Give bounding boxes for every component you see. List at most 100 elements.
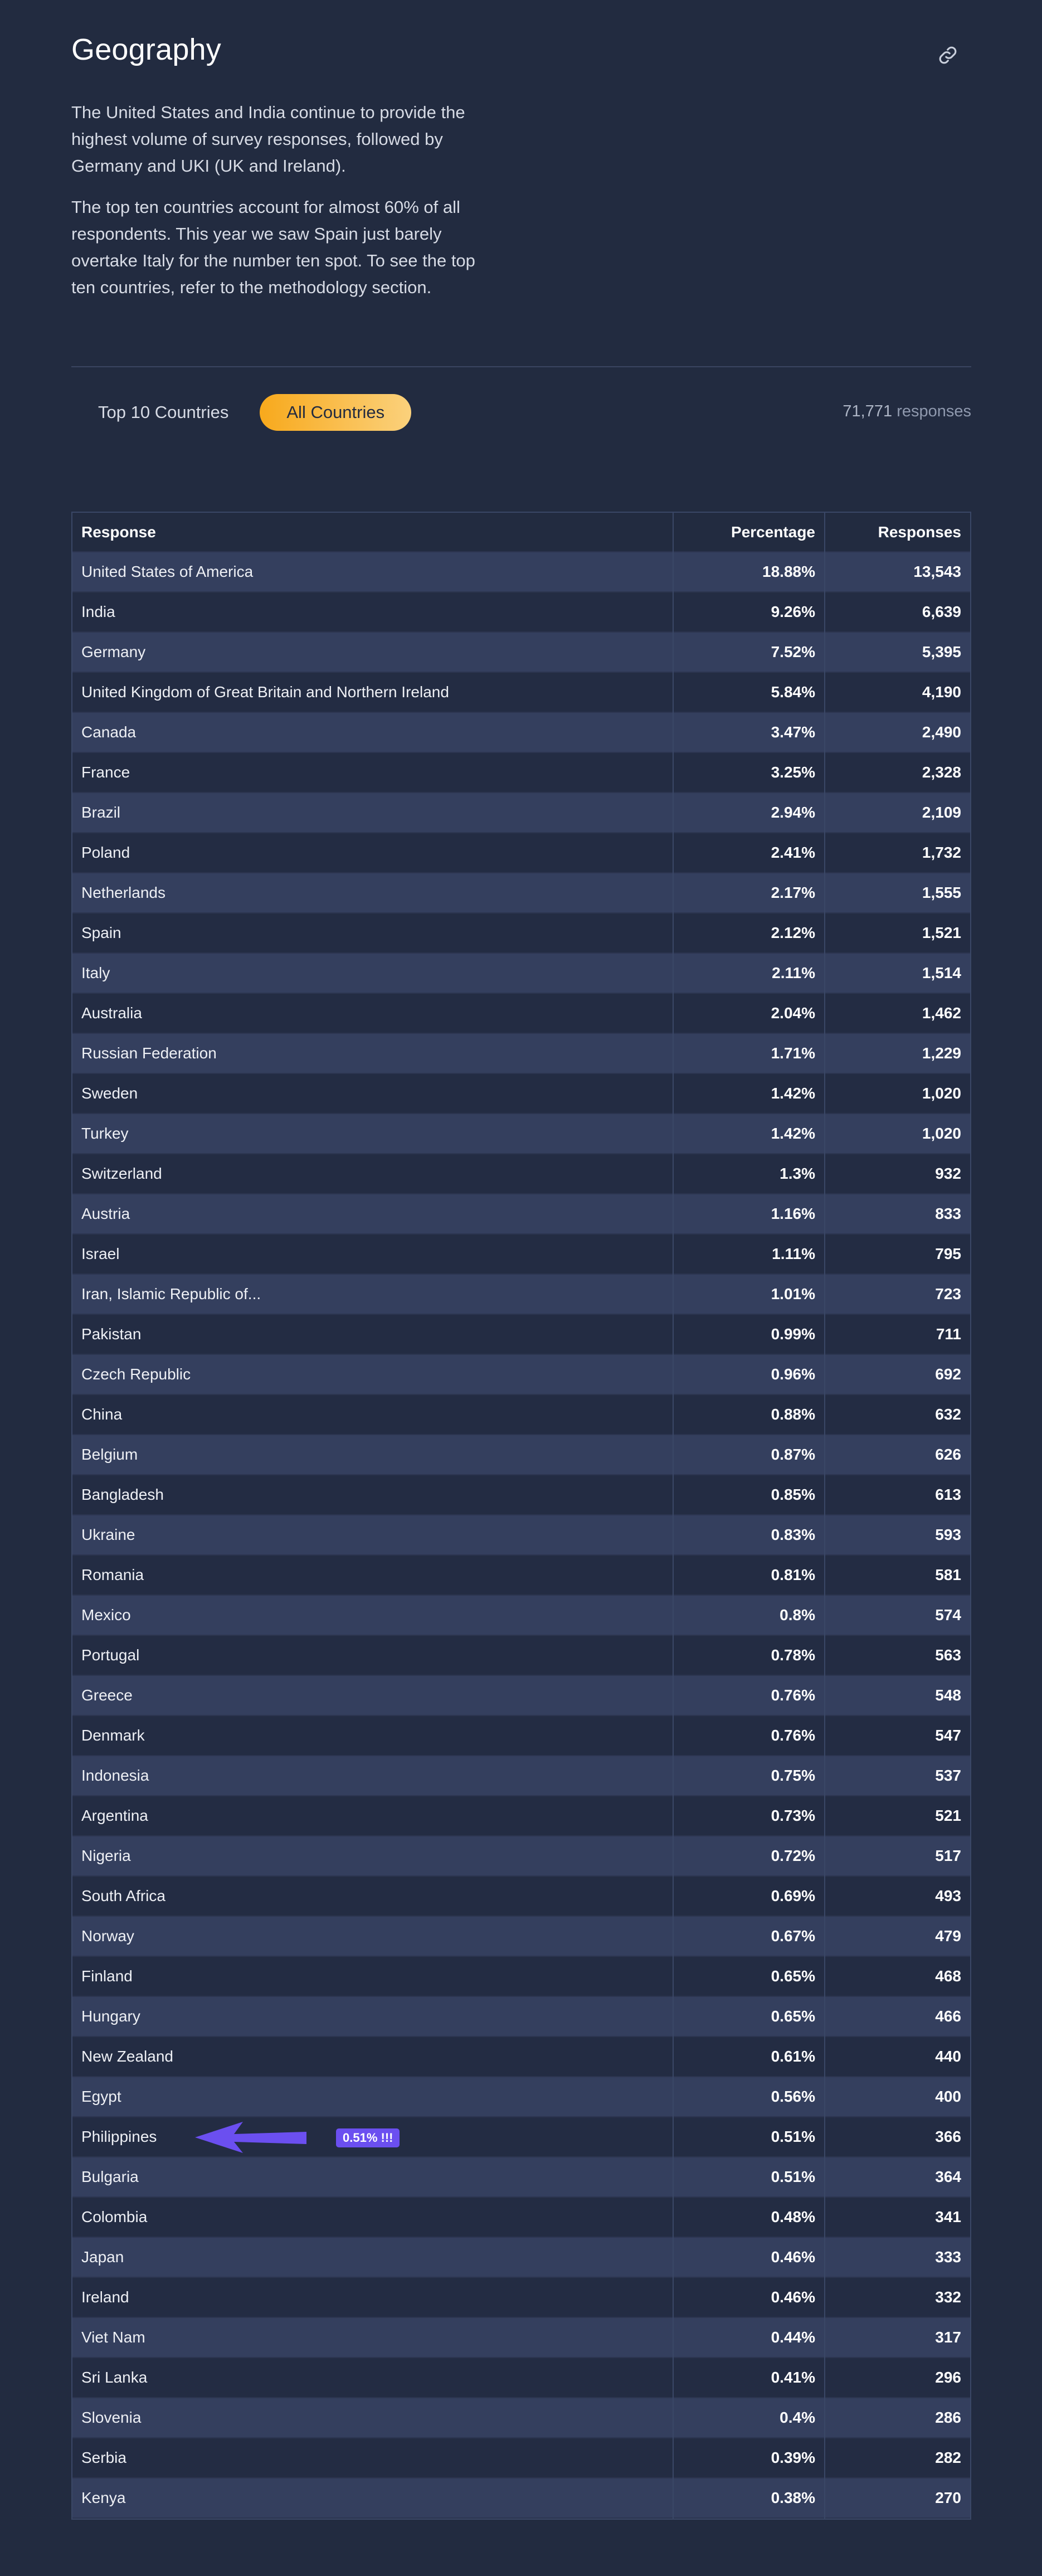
percentage-cell: 0.4%: [673, 2398, 825, 2438]
country-cell: Romania: [72, 1555, 673, 1595]
table-row: New Zealand 0.61% 440: [72, 2037, 970, 2077]
country-name: Indonesia: [81, 1767, 149, 1784]
country-name: France: [81, 764, 130, 781]
divider: [71, 366, 971, 367]
country-name: Portugal: [81, 1646, 140, 1664]
link-icon[interactable]: [937, 45, 958, 66]
country-name: Iran, Islamic Republic of...: [81, 1285, 261, 1302]
responses-cell: 468: [824, 1956, 970, 1996]
table-row: Finland 0.65% 468: [72, 1956, 970, 1996]
country-cell: Bangladesh: [72, 1475, 673, 1515]
country-cell: Philippines 0.51% !!!: [72, 2117, 673, 2157]
country-name: China: [81, 1406, 123, 1423]
responses-cell: 332: [824, 2277, 970, 2317]
country-cell: Canada: [72, 712, 673, 752]
country-name: Bulgaria: [81, 2168, 139, 2185]
tab-all-countries[interactable]: All Countries: [260, 394, 412, 431]
country-cell: Nigeria: [72, 1836, 673, 1876]
responses-cell: 4,190: [824, 672, 970, 712]
responses-total-label: responses: [897, 402, 971, 420]
percentage-cell: 0.87%: [673, 1435, 825, 1475]
country-cell: Slovenia: [72, 2398, 673, 2438]
table-row: Pakistan 0.99% 711: [72, 1314, 970, 1354]
country-cell: Hungary: [72, 1996, 673, 2037]
intro-text: The United States and India continue to …: [71, 99, 495, 315]
country-tabs: Top 10 Countries All Countries: [82, 393, 412, 431]
country-name: Norway: [81, 1927, 134, 1945]
percentage-cell: 0.65%: [673, 1996, 825, 2037]
country-name: Serbia: [81, 2449, 126, 2466]
percentage-cell: 3.47%: [673, 712, 825, 752]
country-cell: United States of America: [72, 552, 673, 592]
country-name: United Kingdom of Great Britain and Nort…: [81, 683, 449, 701]
percentage-cell: 0.76%: [673, 1715, 825, 1756]
country-cell: Austria: [72, 1194, 673, 1234]
country-cell: Viet Nam: [72, 2317, 673, 2358]
country-name: Egypt: [81, 2088, 121, 2105]
responses-cell: 341: [824, 2197, 970, 2237]
country-name: New Zealand: [81, 2048, 173, 2065]
country-cell: South Africa: [72, 1876, 673, 1916]
country-name: Japan: [81, 2248, 124, 2266]
responses-cell: 795: [824, 1234, 970, 1274]
table-row: Egypt 0.56% 400: [72, 2077, 970, 2117]
responses-cell: 5,395: [824, 632, 970, 672]
table-row: Ireland 0.46% 332: [72, 2277, 970, 2317]
percentage-cell: 0.73%: [673, 1796, 825, 1836]
country-cell: Ukraine: [72, 1515, 673, 1555]
column-header-response: Response: [72, 513, 673, 552]
table-row: Spain 2.12% 1,521: [72, 913, 970, 953]
country-cell: Indonesia: [72, 1756, 673, 1796]
percentage-cell: 7.52%: [673, 632, 825, 672]
table-row: France 3.25% 2,328: [72, 752, 970, 793]
column-header-responses: Responses: [824, 513, 970, 552]
annotation-badge: 0.51% !!!: [336, 2128, 400, 2147]
responses-total-count: 71,771: [843, 402, 893, 420]
table-row: Serbia 0.39% 282: [72, 2438, 970, 2478]
table-row: Sweden 1.42% 1,020: [72, 1073, 970, 1114]
percentage-cell: 0.99%: [673, 1314, 825, 1354]
table-row: Turkey 1.42% 1,020: [72, 1114, 970, 1154]
responses-cell: 2,490: [824, 712, 970, 752]
country-cell: Israel: [72, 1234, 673, 1274]
responses-cell: 479: [824, 1916, 970, 1956]
country-cell: Japan: [72, 2237, 673, 2277]
responses-cell: 613: [824, 1475, 970, 1515]
country-cell: Spain: [72, 913, 673, 953]
table-row: Romania 0.81% 581: [72, 1555, 970, 1595]
country-name: Sri Lanka: [81, 2369, 148, 2386]
country-cell: Pakistan: [72, 1314, 673, 1354]
percentage-cell: 0.51%: [673, 2117, 825, 2157]
table-row: China 0.88% 632: [72, 1394, 970, 1435]
responses-cell: 1,521: [824, 913, 970, 953]
responses-cell: 563: [824, 1635, 970, 1675]
percentage-cell: 1.42%: [673, 1073, 825, 1114]
country-name: Mexico: [81, 1606, 131, 1624]
country-name: Viet Nam: [81, 2329, 145, 2346]
percentage-cell: 0.88%: [673, 1394, 825, 1435]
percentage-cell: 0.44%: [673, 2317, 825, 2358]
percentage-cell: 1.01%: [673, 1274, 825, 1314]
percentage-cell: 1.42%: [673, 1114, 825, 1154]
responses-cell: 517: [824, 1836, 970, 1876]
country-name: Turkey: [81, 1125, 129, 1142]
responses-cell: 1,555: [824, 873, 970, 913]
percentage-cell: 0.67%: [673, 1916, 825, 1956]
responses-cell: 932: [824, 1154, 970, 1194]
percentage-cell: 1.3%: [673, 1154, 825, 1194]
table-row: Belgium 0.87% 626: [72, 1435, 970, 1475]
percentage-cell: 2.04%: [673, 993, 825, 1033]
table-row: Bulgaria 0.51% 364: [72, 2157, 970, 2197]
responses-cell: 632: [824, 1394, 970, 1435]
country-name: Spain: [81, 924, 121, 941]
tab-top-10-countries[interactable]: Top 10 Countries: [98, 402, 229, 422]
countries-table: Response Percentage Responses United Sta…: [71, 512, 971, 2520]
percentage-cell: 0.81%: [673, 1555, 825, 1595]
country-name: Germany: [81, 643, 146, 660]
responses-cell: 333: [824, 2237, 970, 2277]
country-name: Colombia: [81, 2208, 148, 2225]
country-name: Philippines: [81, 2128, 157, 2145]
table-row: Bangladesh 0.85% 613: [72, 1475, 970, 1515]
table-row: Iran, Islamic Republic of... 1.01% 723: [72, 1274, 970, 1314]
table-row: Canada 3.47% 2,490: [72, 712, 970, 752]
